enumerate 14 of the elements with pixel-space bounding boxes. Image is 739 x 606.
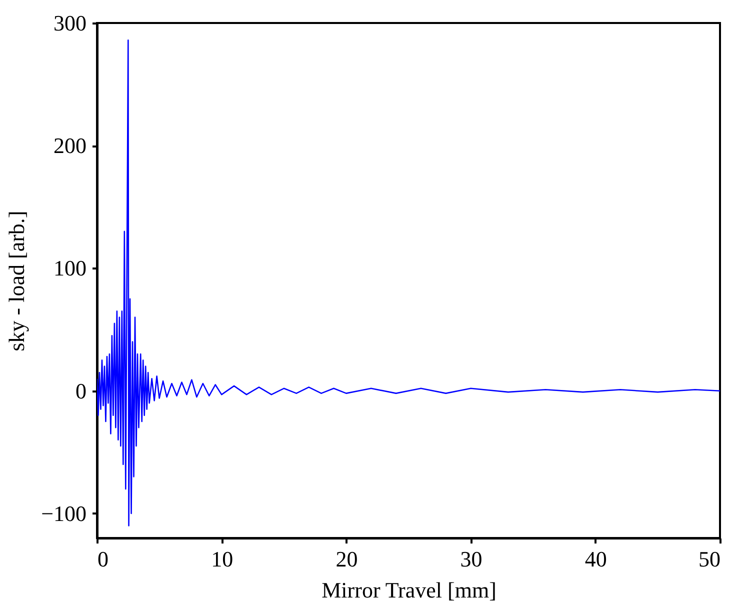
x-tick-label: 20 bbox=[336, 546, 358, 572]
y-tick-label: 200 bbox=[54, 133, 86, 158]
x-tick-label: 0 bbox=[98, 546, 108, 572]
y-axis-title: sky - load [arb.] bbox=[4, 210, 30, 352]
y-tick-label: 300 bbox=[54, 10, 86, 36]
y-tick-label: 100 bbox=[54, 256, 86, 281]
x-tick-label: 30 bbox=[460, 546, 482, 572]
x-tick-label: 10 bbox=[211, 546, 234, 572]
x-axis-title: Mirror Travel [mm] bbox=[322, 578, 496, 602]
x-tick-label: 40 bbox=[584, 546, 607, 572]
y-tick-label: 0 bbox=[76, 378, 86, 404]
line-series bbox=[97, 40, 720, 526]
x-tick-label: 50 bbox=[698, 546, 720, 572]
y-tick-label: −100 bbox=[41, 500, 86, 526]
